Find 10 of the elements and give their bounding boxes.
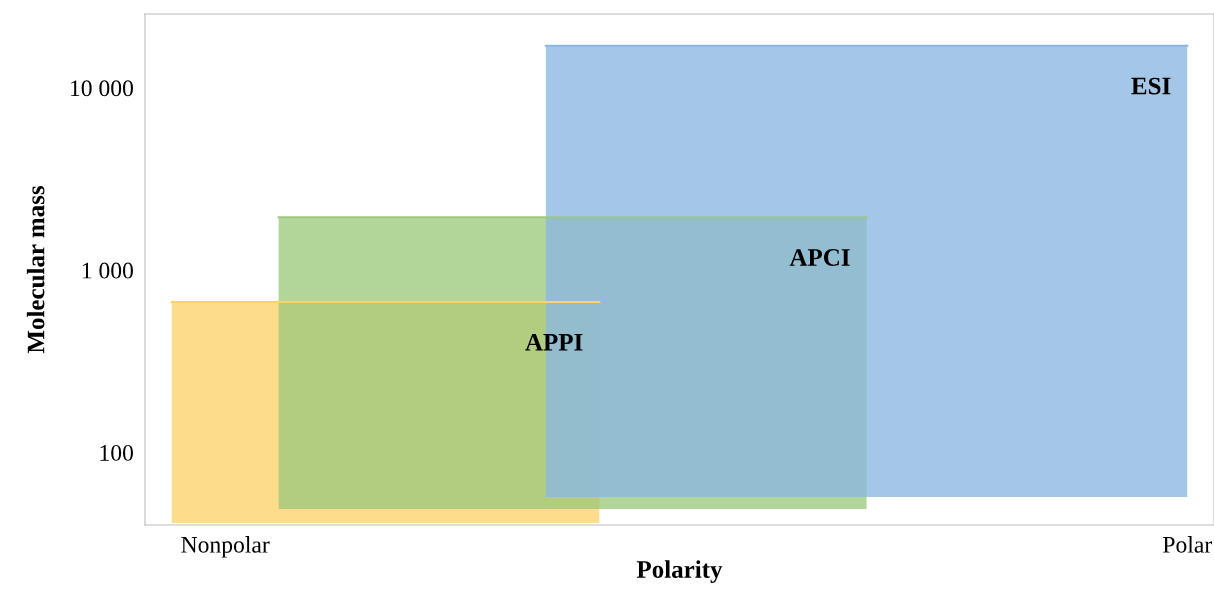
series-label: APPI [525,333,583,351]
series-label: ESI [1131,77,1171,95]
y-tick-label: 10 000 [71,80,133,97]
x-tick-label: Nonpolar [181,536,270,558]
x-tick-label: Polar [1163,536,1212,553]
y-axis-title: Molecular mass [26,185,45,354]
y-tick-label: 1 000 [82,262,133,279]
x-axis-title: Polarity [636,560,723,584]
series-label: APCI [789,249,850,266]
y-tick-label: 100 [100,444,133,461]
